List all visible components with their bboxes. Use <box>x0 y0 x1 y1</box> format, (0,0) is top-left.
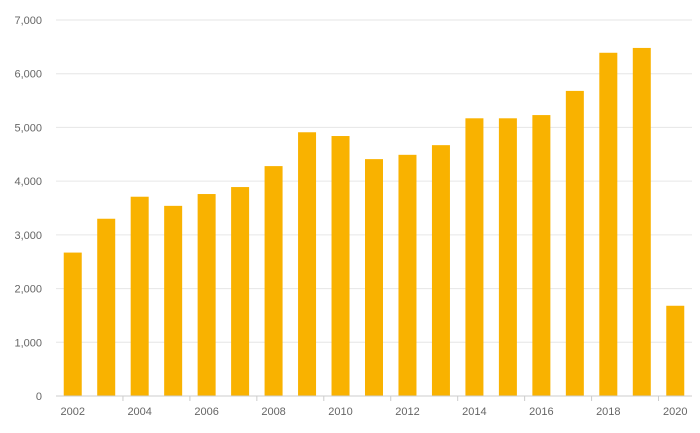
x-tick-label: 2018 <box>596 406 620 418</box>
y-tick-label: 4,000 <box>14 176 42 188</box>
y-tick-label: 1,000 <box>14 337 42 349</box>
bar-2006 <box>197 194 216 396</box>
x-tick-label: 2014 <box>462 406 486 418</box>
y-tick-label: 6,000 <box>14 69 42 81</box>
tick-labels: 0 1,000 2,000 3,000 4,000 5,000 6,000 7,000 2002… <box>14 15 687 418</box>
bar-2002 <box>63 252 82 396</box>
x-tick-label: 2004 <box>127 406 151 418</box>
axes <box>56 395 692 401</box>
x-tick-label: 2016 <box>529 406 553 418</box>
bar-2010 <box>331 136 350 396</box>
x-tick-label: 2002 <box>60 406 84 418</box>
bar-2018 <box>599 52 618 396</box>
bar-2008 <box>264 166 283 396</box>
y-tick-label: 0 <box>36 391 42 403</box>
bar-2020 <box>666 305 685 396</box>
y-tick-label: 2,000 <box>14 284 42 296</box>
bar-2011 <box>365 159 383 396</box>
bar-2005 <box>164 205 183 396</box>
x-tick-label: 2012 <box>395 406 419 418</box>
bar-2013 <box>431 145 450 396</box>
y-tick-label: 7,000 <box>14 15 42 27</box>
x-tick-label: 2010 <box>328 406 352 418</box>
x-tick-label: 2006 <box>194 406 218 418</box>
bar-2004 <box>130 196 149 396</box>
bar-2014 <box>465 118 484 396</box>
bar-2017 <box>565 90 584 396</box>
y-tick-label: 5,000 <box>14 122 42 134</box>
bar-2015 <box>498 118 517 396</box>
x-tick-label: 2008 <box>261 406 285 418</box>
y-tick-label: 3,000 <box>14 230 42 242</box>
bar-2019 <box>632 47 651 396</box>
bar-2012 <box>398 154 417 396</box>
x-tick-label: 2020 <box>663 406 687 418</box>
bar-2007 <box>231 187 250 396</box>
bar-2009 <box>298 132 317 396</box>
bars <box>63 47 685 397</box>
bar-2003 <box>97 218 116 396</box>
bar-2016 <box>532 115 551 397</box>
